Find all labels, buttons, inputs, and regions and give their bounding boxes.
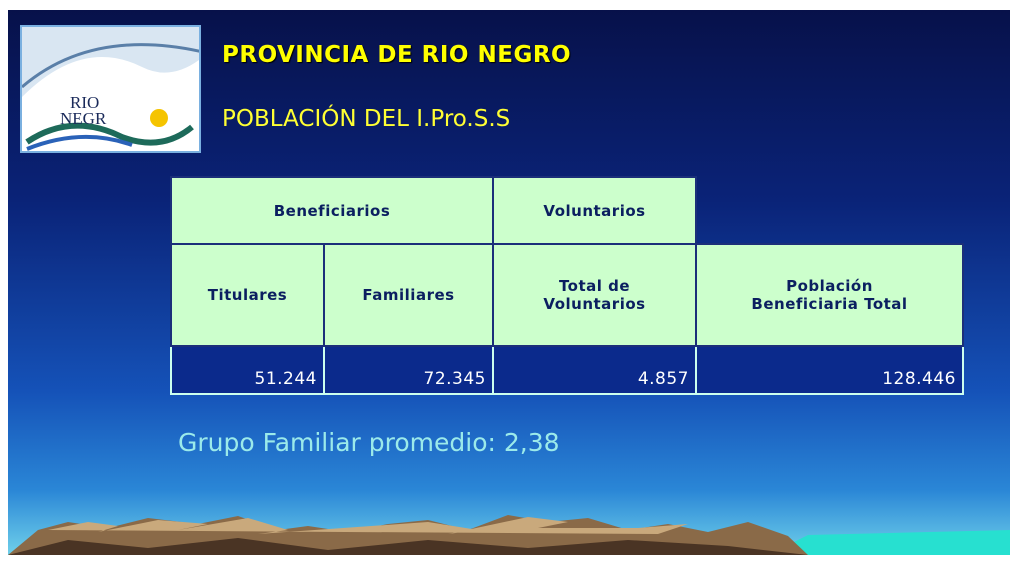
mountain-highlights [48, 517, 688, 534]
cell: 4.857 [492, 345, 697, 395]
logo-art [22, 27, 199, 151]
background-art [8, 515, 1010, 555]
column-header: Familiares [323, 243, 494, 347]
group-header: Voluntarios [492, 176, 697, 245]
mountain-shadow [8, 538, 808, 555]
cell: 72.345 [323, 345, 494, 395]
subtitle: POBLACIÓN DEL I.Pro.S.S [222, 106, 511, 132]
title: PROVINCIA DE RIO NEGRO [222, 42, 572, 68]
logo-text: RIO [70, 93, 100, 112]
footer-note: Grupo Familiar promedio: 2,38 [178, 428, 560, 457]
logo-text: NEGR [60, 109, 107, 128]
logo: RIO NEGR [20, 25, 201, 153]
cell: 128.446 [695, 345, 964, 395]
column-header: Población Beneficiaria Total [695, 243, 964, 347]
group-header: Beneficiarios [170, 176, 494, 245]
column-header: Total de Voluntarios [492, 243, 697, 347]
empty-cell [696, 177, 963, 245]
cyan-strip [768, 530, 1010, 555]
table: Beneficiarios Voluntarios Titulares Fami… [170, 176, 964, 395]
cell: 51.244 [170, 345, 325, 395]
slide: RIO NEGR PROVINCIA DE RIO NEGRO POBLACIÓ… [8, 10, 1010, 555]
column-header: Titulares [170, 243, 325, 347]
